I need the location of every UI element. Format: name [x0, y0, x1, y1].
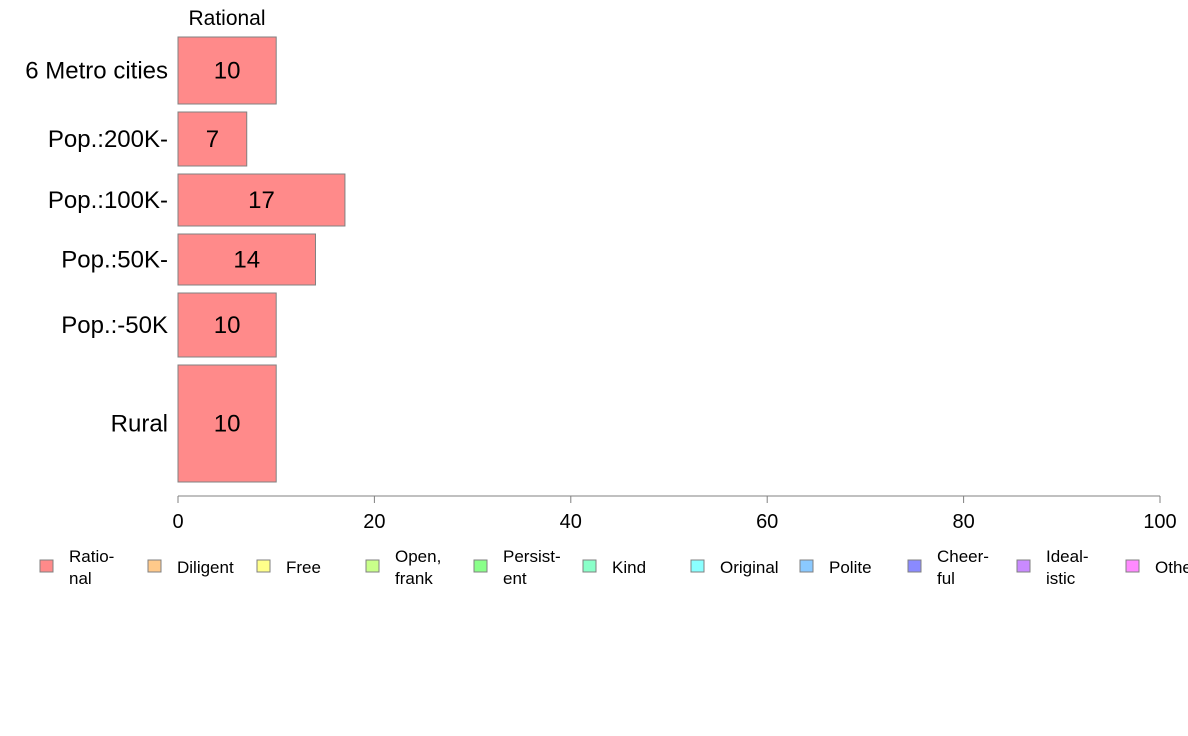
legend-label: Persist- [503, 547, 561, 566]
x-tick-label: 80 [952, 511, 974, 533]
bar [177, 111, 248, 167]
bar [177, 233, 316, 286]
legend-label: Polite [829, 558, 872, 577]
legend-swatch [690, 559, 705, 573]
legend-label: frank [395, 569, 433, 588]
value-label: 10 [214, 411, 241, 438]
legend-swatch [39, 559, 54, 573]
value-label: 14 [233, 247, 260, 274]
legend-label: nal [69, 569, 92, 588]
legend-label: Kind [612, 558, 646, 577]
legend-label: Diligent [177, 558, 234, 577]
series-title: Rational [188, 7, 265, 30]
x-tick-label: 20 [363, 511, 385, 533]
legend-label: istic [1046, 569, 1076, 588]
category-label: 6 Metro cities [25, 58, 168, 85]
bars-group: 6 Metro cities 10 Pop.:200K- 7 Pop.:100K- 17 P… [25, 36, 346, 483]
x-tick-label: 0 [172, 511, 183, 533]
legend-label: Ideal- [1046, 547, 1089, 566]
bar [177, 36, 277, 105]
value-label: 10 [214, 312, 241, 339]
legend-swatch [256, 559, 271, 573]
value-label: 17 [248, 187, 275, 214]
legend-label: ent [503, 569, 527, 588]
legend-swatch [907, 559, 922, 573]
legend-swatch [147, 559, 162, 573]
category-label: Pop.:50K- [61, 247, 168, 274]
legend-label: Open, [395, 547, 441, 566]
value-label: 7 [206, 126, 219, 153]
value-label: 10 [214, 58, 241, 85]
legend: Ratio-nal Diligent Free Open, frank Persist-e… [39, 547, 1188, 588]
x-tick-label: 100 [1143, 511, 1176, 533]
category-label: Pop.:100K- [48, 187, 168, 214]
legend-label: Other [1155, 558, 1188, 577]
bar [177, 292, 277, 358]
legend-swatch [1125, 559, 1140, 573]
legend-swatch [365, 559, 380, 573]
legend-swatch [582, 559, 597, 573]
legend-swatch [473, 559, 488, 573]
legend-label: Free [286, 558, 321, 577]
x-tick-label: 40 [560, 511, 582, 533]
legend-label: Cheer- [937, 547, 989, 566]
x-axis: 0 20 40 60 80 100 [172, 495, 1177, 533]
legend-label: ful [937, 569, 955, 588]
legend-swatch [799, 559, 814, 573]
bar [177, 173, 346, 227]
bar [177, 364, 277, 483]
legend-label: Ratio- [69, 547, 114, 566]
category-label: Pop.:200K- [48, 126, 168, 153]
category-label: Pop.:-50K [61, 312, 168, 339]
legend-swatch [1016, 559, 1031, 573]
category-label: Rural [111, 411, 168, 438]
legend-label: Original [720, 558, 779, 577]
x-tick-label: 60 [756, 511, 778, 533]
